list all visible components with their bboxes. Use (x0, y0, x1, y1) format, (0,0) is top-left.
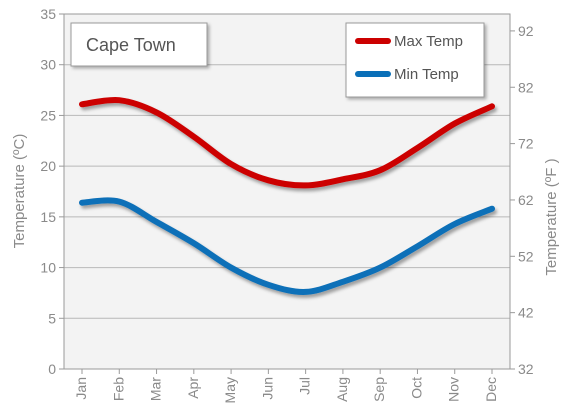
x-tick-label: Sep (371, 377, 387, 402)
chart-title: Cape Town (86, 35, 176, 55)
y-tick-label-left: 10 (40, 260, 56, 276)
y-tick-label-right: 32 (518, 361, 534, 377)
x-tick-label: Feb (110, 377, 126, 401)
x-axis-ticks: Jan Feb Mar Apr May Jun Jul Aug Sep Oct Nov Dec (73, 369, 499, 403)
y-axis-right-label: Temperature (ºF ) (543, 158, 560, 275)
y-tick-label-left: 25 (40, 107, 56, 123)
x-tick-label: Aug (334, 377, 350, 402)
plot-border (63, 13, 511, 370)
y-tick-label-left: 30 (40, 57, 56, 73)
y-tick-label-left: 5 (48, 310, 56, 326)
y-tick-label-right: 82 (518, 79, 534, 95)
data-series (79, 96, 495, 295)
y-tick-label-left: 20 (40, 158, 56, 174)
x-tick-label: Nov (446, 377, 462, 402)
x-tick-label: Jul (297, 377, 313, 395)
x-tick-label: Mar (148, 377, 164, 401)
y-tick-label-right: 62 (518, 192, 534, 208)
x-tick-label: Oct (408, 377, 424, 399)
y-axis-left-label: Temperature (ºC) (11, 134, 28, 249)
y-tick-label-left: 0 (48, 361, 56, 377)
y-tick-label-right: 72 (518, 136, 534, 152)
y-tick-label-left: 15 (40, 209, 56, 225)
x-tick-label: Jun (259, 377, 275, 400)
legend-label-min: Min Temp (394, 66, 459, 83)
y-tick-label-left: 35 (40, 6, 56, 22)
y-tick-label-right: 92 (518, 23, 534, 39)
x-tick-label: Dec (483, 377, 499, 402)
y-axis-right-ticks: 32 42 52 62 72 82 92 (510, 23, 534, 377)
y-axis-left-ticks: 0 5 10 15 20 25 30 35 (40, 6, 64, 377)
legend: Max Temp Min Temp (345, 22, 485, 98)
series-line-max-temp (79, 96, 495, 189)
x-tick-label: Apr (185, 377, 201, 399)
legend-label-max: Max Temp (394, 33, 463, 50)
y-tick-label-right: 52 (518, 248, 534, 264)
x-tick-label: Jan (73, 377, 89, 400)
chart-title-box: Cape Town (70, 22, 208, 67)
y-tick-label-right: 42 (518, 305, 534, 321)
x-tick-label: May (222, 377, 238, 403)
series-line-min-temp (79, 197, 495, 295)
